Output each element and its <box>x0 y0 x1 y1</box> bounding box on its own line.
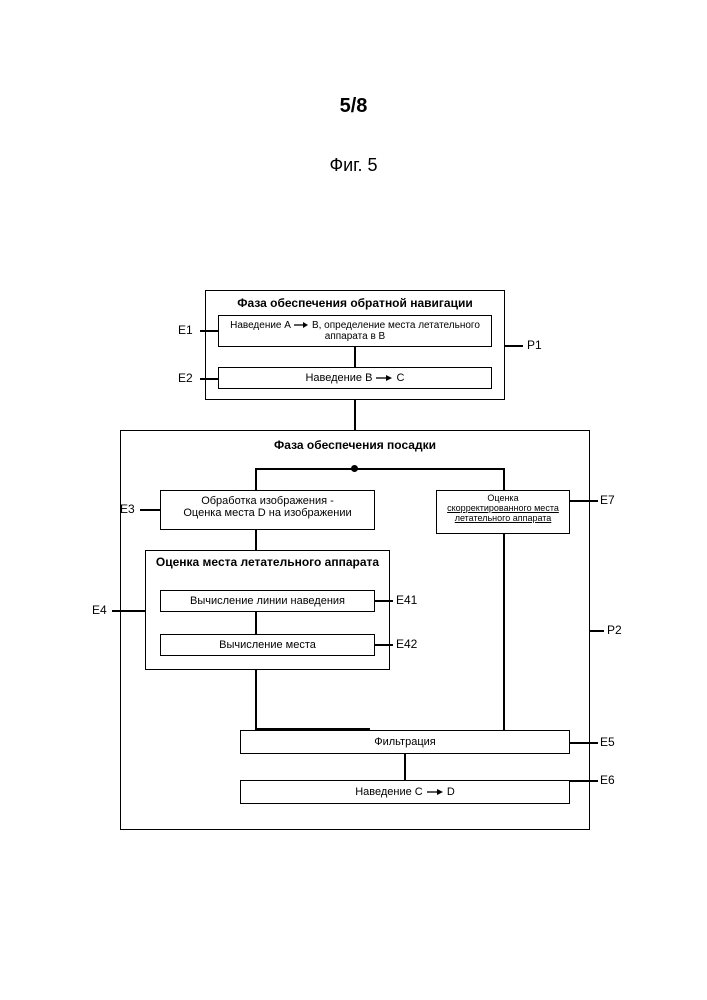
e41-label: E41 <box>396 593 417 607</box>
tick-e4 <box>112 610 145 612</box>
tick-e5 <box>570 742 598 744</box>
connector-e4-e5v <box>255 670 257 730</box>
e42-label: E42 <box>396 637 417 651</box>
e1-pre: Наведение A <box>230 320 290 331</box>
page-number: 5/8 <box>0 95 707 118</box>
e3-line2: Оценка места D на изображении <box>165 507 370 519</box>
connector-e1-e2 <box>354 347 356 367</box>
connector-to-e3 <box>255 468 257 490</box>
e42-text: Вычисление места <box>219 639 316 651</box>
e3-box: Обработка изображения - Оценка места D н… <box>160 490 375 530</box>
e3-line1: Обработка изображения - <box>165 495 370 507</box>
e2-post: C <box>397 372 405 384</box>
diagram-root: Фаза обеспечения обратной навигации Наве… <box>120 290 590 850</box>
e7-line2: скорректированного места <box>441 503 565 513</box>
e4-title: Оценка места летательного аппарата <box>145 555 390 569</box>
phase2-title: Фаза обеспечения посадки <box>120 438 590 452</box>
tick-p2 <box>590 630 604 632</box>
e6-post: D <box>447 786 455 798</box>
tick-e1 <box>200 330 218 332</box>
tick-e6 <box>570 780 598 782</box>
e6-pre: Наведение C <box>355 786 423 798</box>
e1-box: Наведение A B, определение места летател… <box>218 315 492 347</box>
e41-box: Вычисление линии наведения <box>160 590 375 612</box>
connector-e3-e4 <box>255 530 257 550</box>
e2-box: Наведение B C <box>218 367 492 389</box>
e7-line3: летательного аппарата <box>441 513 565 523</box>
e3-label: E3 <box>120 502 135 516</box>
e2-text: Наведение B C <box>305 372 404 384</box>
e5-text: Фильтрация <box>374 736 435 748</box>
e2-pre: Наведение B <box>305 372 372 384</box>
e1-label: E1 <box>178 323 193 337</box>
connector-to-e7 <box>503 468 505 490</box>
e5-label: E5 <box>600 735 615 749</box>
e6-text: Наведение C D <box>355 786 455 798</box>
e6-label: E6 <box>600 773 615 787</box>
e5-box: Фильтрация <box>240 730 570 754</box>
tick-e2 <box>200 378 218 380</box>
e7-box: Оценка скорректированного места летатель… <box>436 490 570 534</box>
arrow-icon <box>375 374 393 382</box>
e7-label: E7 <box>600 493 615 507</box>
tick-e7 <box>570 500 598 502</box>
arrow-icon <box>426 788 444 796</box>
figure-label: Фиг. 5 <box>0 155 707 176</box>
e7-line1: Оценка <box>441 493 565 503</box>
e42-box: Вычисление места <box>160 634 375 656</box>
tick-p1 <box>505 345 523 347</box>
e2-label: E2 <box>178 371 193 385</box>
tick-e41 <box>375 600 393 602</box>
e41-text: Вычисление линии наведения <box>190 595 345 607</box>
e4-label: E4 <box>92 603 107 617</box>
e4-title-text: Оценка места летательного аппарата <box>156 555 379 569</box>
phase1-title: Фаза обеспечения обратной навигации <box>205 296 505 310</box>
connector-e7-e5 <box>503 534 505 730</box>
connector-e5-e6 <box>404 754 406 780</box>
arrow-icon <box>293 321 309 329</box>
tick-e3 <box>140 509 160 511</box>
e1-text: Наведение A B, определение места летател… <box>223 320 487 342</box>
e1-post: B, определение места летательного аппара… <box>312 320 480 342</box>
e6-box: Наведение C D <box>240 780 570 804</box>
p1-label: P1 <box>527 338 542 352</box>
connector-split-h <box>255 468 505 470</box>
connector-e41-e42 <box>255 612 257 634</box>
p2-label: P2 <box>607 623 622 637</box>
tick-e42 <box>375 644 393 646</box>
